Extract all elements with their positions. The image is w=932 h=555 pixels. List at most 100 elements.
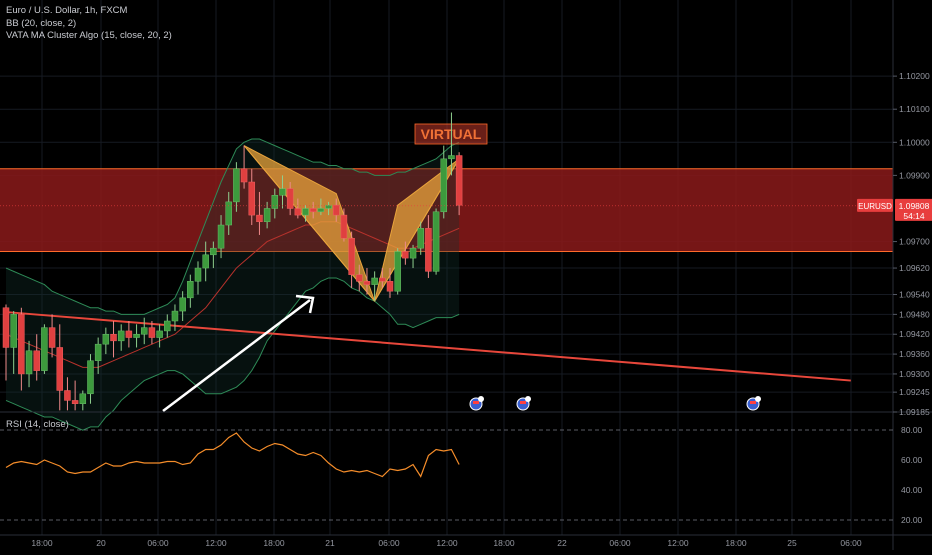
price-badge-countdown: 54:14 [903, 211, 925, 221]
price-tick-label: 1.09245 [899, 387, 930, 397]
flag-badge [755, 396, 761, 402]
time-tick-label: 12:00 [667, 538, 689, 548]
candle-body [309, 208, 317, 213]
candle-body [225, 201, 232, 226]
time-tick-label: 25 [787, 538, 797, 548]
candle-body [164, 320, 171, 332]
candle-body [455, 155, 463, 206]
candle-body [102, 333, 110, 345]
candle-body [340, 214, 348, 239]
price-tick-label: 1.09480 [899, 309, 930, 319]
candle-body [156, 330, 163, 338]
price-tick-label: 1.09620 [899, 263, 930, 273]
price-tick-label: 1.09360 [899, 349, 930, 359]
candle-body [187, 281, 194, 299]
candle-body [325, 204, 332, 209]
candle-body [371, 277, 378, 285]
flag-badge [525, 396, 531, 402]
candles [2, 112, 463, 411]
price-tick-label: 1.09420 [899, 329, 930, 339]
vata-legend: VATA MA Cluster Algo (15, close, 20, 2) [6, 30, 172, 41]
flag-stripe [473, 401, 479, 404]
candle-body [440, 158, 448, 213]
candle-body [240, 168, 248, 183]
trend-arrow [162, 299, 311, 412]
candle-body [263, 208, 271, 222]
candle-body [279, 188, 286, 196]
candle-body [94, 343, 102, 361]
candle-body [25, 350, 33, 375]
price-tick-label: 1.09700 [899, 237, 930, 247]
flag-badge [478, 396, 484, 402]
candle-body [56, 347, 64, 391]
price-tick-label: 1.09540 [899, 290, 930, 300]
bollinger-basis [5, 221, 460, 368]
candle-body [64, 390, 71, 401]
price-tick-label: 1.10100 [899, 104, 930, 114]
symbol-badge [857, 198, 893, 212]
candle-body [248, 181, 256, 216]
candle-body [294, 208, 302, 216]
candle-body [425, 228, 432, 272]
rsi-tick-label: 80.00 [901, 425, 923, 435]
candle-body [363, 281, 371, 285]
time-tick-label: 06:00 [840, 538, 862, 548]
rsi-legend: RSI (14, close) [6, 419, 69, 430]
bollinger-fill [6, 138, 460, 431]
candle-body [402, 251, 409, 259]
rsi-tick-label: 60.00 [901, 455, 923, 465]
candle-body [10, 314, 17, 348]
price-axis: 1.10200 1.10100 1.10000 1.09900 1.09700 1.096… [893, 71, 930, 417]
price-badge [895, 198, 932, 221]
time-axis: 18:00 20 06:00 12:00 18:00 21 06:00 12:00 18:00 2… [31, 538, 862, 548]
trend-line [5, 311, 851, 382]
time-tick-label: 18:00 [493, 538, 515, 548]
rsi-line [5, 432, 460, 478]
price-badge-value: 1.09808 [899, 201, 930, 211]
candle-body [233, 168, 240, 203]
symbol-legend: Euro / U.S. Dollar, 1h, FXCM [6, 5, 128, 16]
time-tick-label: 20 [96, 538, 106, 548]
price-tick-label: 1.09900 [899, 170, 930, 180]
candle-body [110, 333, 117, 342]
candle-body [140, 327, 148, 335]
candle-body [432, 211, 440, 272]
event-flag-icon [746, 396, 761, 411]
candle-body [271, 194, 279, 209]
bollinger-lower [5, 277, 460, 431]
candle-body [71, 400, 79, 404]
time-tick-label: 12:00 [436, 538, 458, 548]
time-tick-label: 21 [325, 538, 335, 548]
time-tick-label: 22 [557, 538, 567, 548]
candle-body [87, 360, 94, 395]
price-tick-label: 1.09300 [899, 369, 930, 379]
event-flag-icon [469, 396, 484, 411]
candle-body [210, 247, 217, 256]
candle-body [217, 224, 225, 249]
time-tick-label: 06:00 [378, 538, 400, 548]
rsi-tick-label: 20.00 [901, 515, 923, 525]
time-tick-label: 12:00 [205, 538, 227, 548]
symbol-badge-label: EURUSD [858, 202, 892, 211]
candle-body [394, 251, 401, 292]
candle-body [148, 327, 156, 338]
trend-arrow-head [295, 294, 315, 314]
flag-stripe [750, 401, 756, 404]
candle-body [409, 247, 417, 259]
candle-body [117, 330, 125, 342]
candle-body [2, 307, 10, 348]
candle-body [171, 310, 179, 322]
candle-body [256, 214, 263, 222]
price-tick-label: 1.10200 [899, 71, 930, 81]
price-tick-label: 1.09185 [899, 407, 930, 417]
candle-body [79, 393, 87, 404]
event-flag-icon [516, 396, 531, 411]
bollinger-upper [5, 138, 460, 315]
time-tick-label: 18:00 [31, 538, 53, 548]
bb-legend: BB (20, close, 2) [6, 18, 77, 29]
price-tick-label: 1.10000 [899, 137, 930, 147]
candle-body [332, 204, 340, 216]
time-tick-label: 18:00 [725, 538, 747, 548]
